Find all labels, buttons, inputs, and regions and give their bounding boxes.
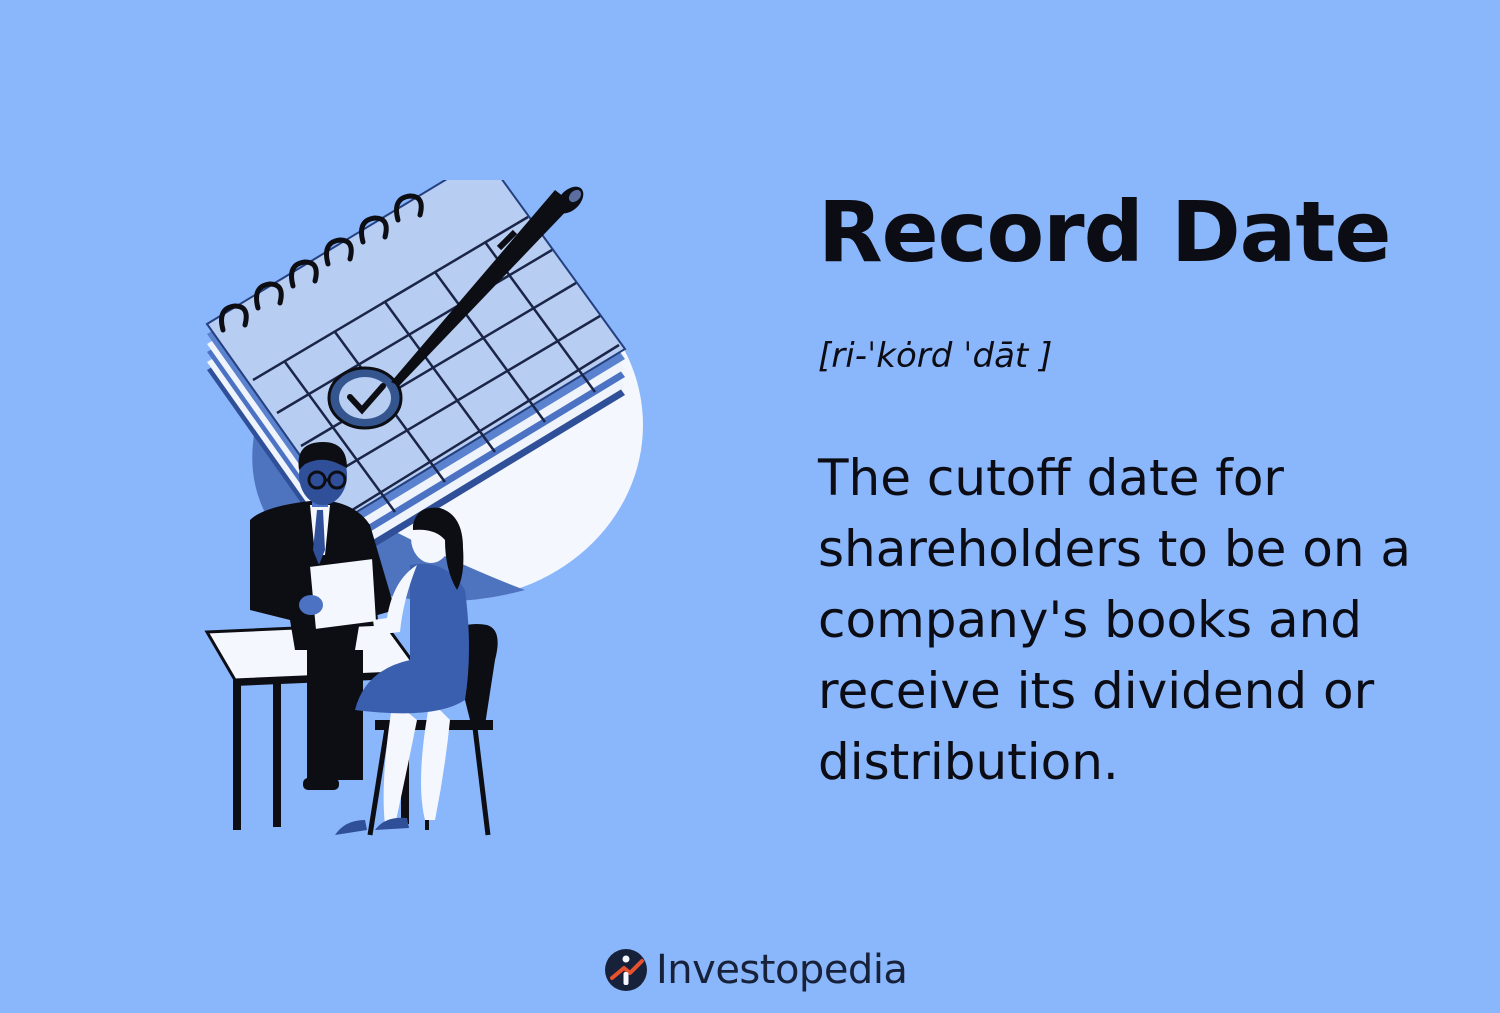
checkmark-icon bbox=[327, 366, 403, 430]
pen-icon bbox=[391, 186, 584, 386]
illustration bbox=[195, 180, 665, 860]
pronunciation: [ri-ˈkȯrd ˈdāt ] bbox=[818, 336, 1053, 376]
investopedia-logo-icon bbox=[604, 948, 648, 992]
man-figure bbox=[250, 442, 395, 790]
brand-name: Investopedia bbox=[656, 947, 908, 993]
definition-text: The cutoff date for shareholders to be o… bbox=[818, 449, 1412, 791]
brand-footer: Investopedia bbox=[604, 944, 908, 996]
term-title: Record Date bbox=[818, 183, 1391, 281]
woman-figure bbox=[335, 507, 469, 835]
